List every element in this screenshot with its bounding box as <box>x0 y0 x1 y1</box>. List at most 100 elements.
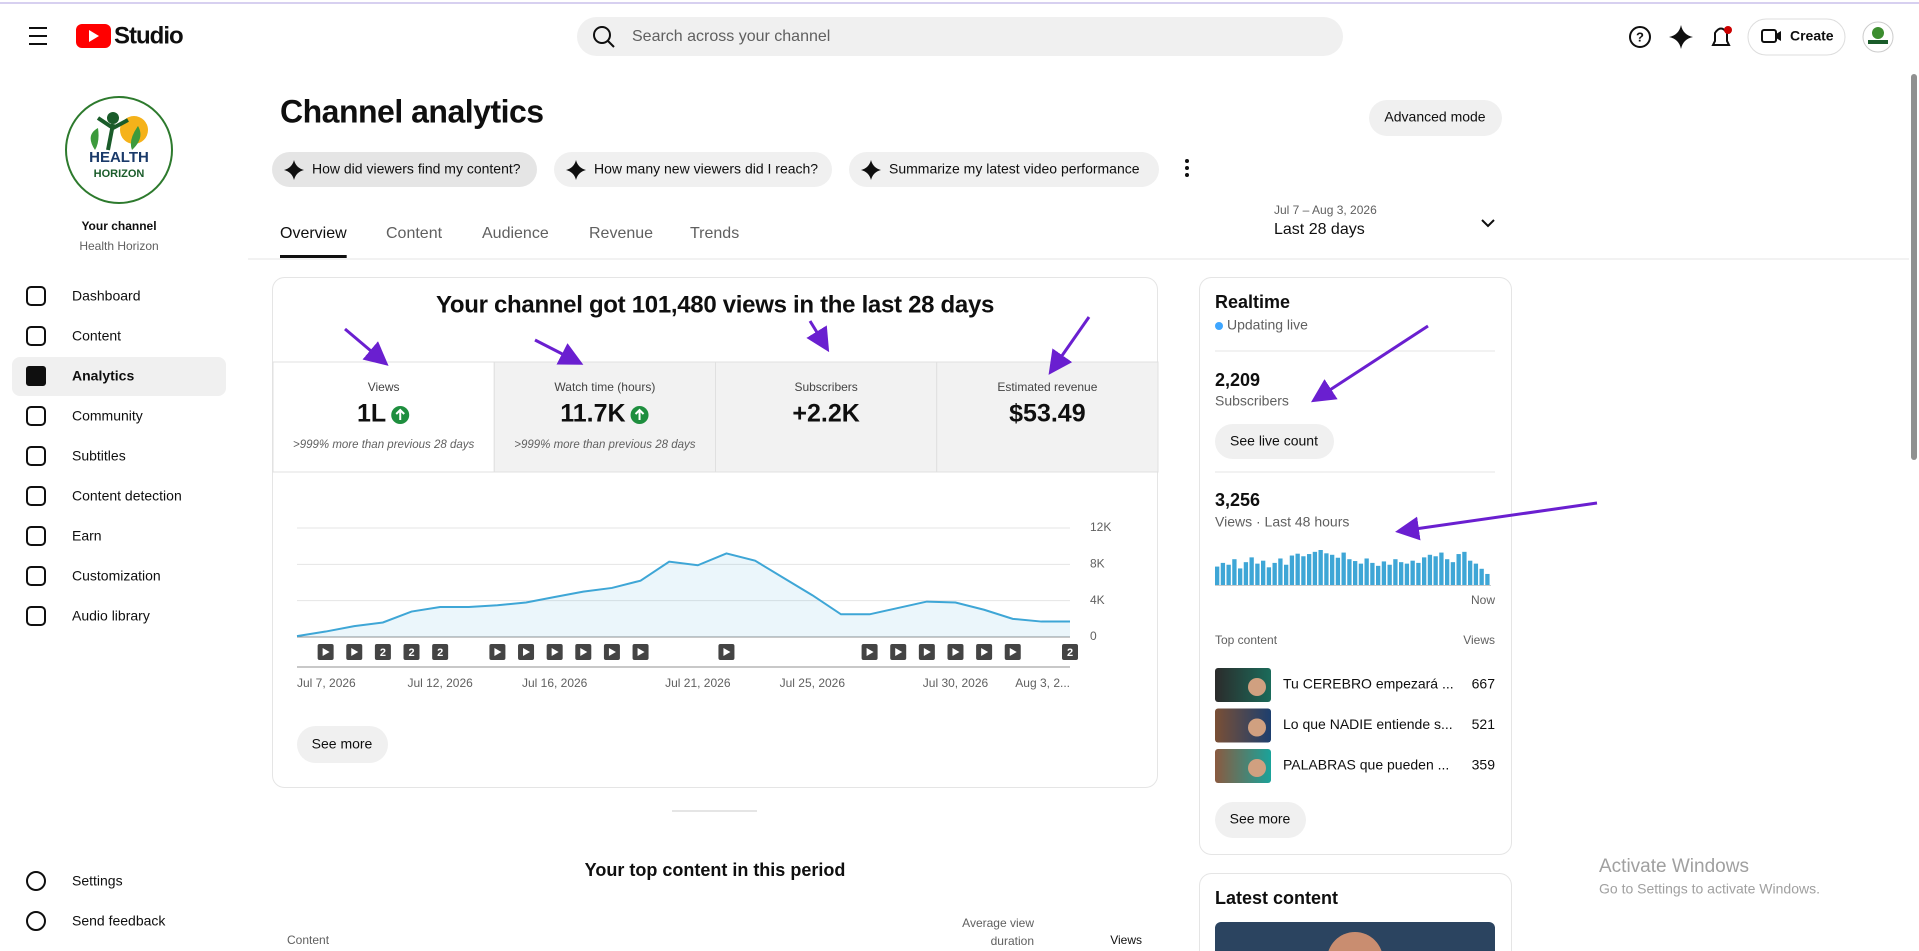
nav-label: Customization <box>72 568 161 584</box>
video-marker[interactable] <box>632 644 649 660</box>
nav-item[interactable]: Dashboard <box>26 286 141 306</box>
channel-name: Health Horizon <box>79 239 158 253</box>
live-count-button[interactable]: See live count <box>1215 424 1334 459</box>
video-marker[interactable] <box>861 644 878 660</box>
video-marker[interactable] <box>575 644 592 660</box>
video-marker[interactable]: 2 <box>1062 644 1078 660</box>
nav-item[interactable]: Community <box>26 406 143 426</box>
button-label: See more <box>1230 811 1291 827</box>
metric-value: $53.49 <box>1009 400 1085 428</box>
tab[interactable]: Trends <box>690 225 739 242</box>
metric-bg <box>493 361 716 473</box>
nav-item[interactable]: Earn <box>26 526 102 546</box>
marker-count: 2 <box>437 647 443 659</box>
metric-value: +2.2K <box>792 400 859 428</box>
see-more-button[interactable]: See more <box>297 726 388 763</box>
date-range: Jul 7 – Aug 3, 2026 <box>1274 203 1377 217</box>
nav-icon <box>26 366 46 386</box>
top-content-row[interactable]: Lo que NADIE entiende s... 521 <box>1215 708 1495 743</box>
metric-tab[interactable]: Views 1L >999% more than previous 28 days <box>272 361 495 473</box>
video-marker[interactable] <box>918 644 935 660</box>
period-dropdown[interactable] <box>1481 219 1495 228</box>
nav-item[interactable]: Settings <box>26 871 123 891</box>
nav-label: Subtitles <box>72 448 126 464</box>
content-title: PALABRAS que pueden ... <box>1283 757 1449 773</box>
create-button[interactable]: Create <box>1747 18 1846 56</box>
video-marker[interactable]: 2 <box>403 644 420 660</box>
nav-item[interactable]: Send feedback <box>26 911 166 931</box>
metric-note: >999% more than previous 28 days <box>514 439 695 451</box>
nav-item[interactable]: Content detection <box>26 486 182 506</box>
metric-value: 11.7K <box>560 400 625 428</box>
notifications-button[interactable] <box>1711 26 1732 46</box>
scrollbar[interactable] <box>1911 74 1917 460</box>
metric-label: Views <box>368 380 400 394</box>
tab[interactable]: Revenue <box>589 225 653 242</box>
realtime-bar <box>1318 550 1323 585</box>
video-marker[interactable] <box>317 644 334 660</box>
x-tick-label: Aug 3, 2... <box>1015 676 1070 690</box>
chip-label: Summarize my latest video performance <box>889 161 1140 177</box>
marker-bg <box>403 644 420 660</box>
nav-item[interactable]: Analytics <box>12 357 226 396</box>
video-marker[interactable] <box>489 644 506 660</box>
realtime-bar <box>1226 564 1231 585</box>
metric-label: Watch time (hours) <box>554 380 655 394</box>
suggestion-chip[interactable]: How did viewers find my content? <box>272 152 537 187</box>
suggestion-chip[interactable]: How many new viewers did I reach? <box>554 152 832 187</box>
nav-label: Analytics <box>72 368 134 384</box>
video-marker[interactable] <box>546 644 563 660</box>
nav-item[interactable]: Audio library <box>26 606 150 626</box>
top-content-row[interactable]: Tu CEREBRO empezará ... 667 <box>1215 668 1495 702</box>
metric-tab[interactable]: Estimated revenue $53.49 <box>936 361 1159 473</box>
video-marker[interactable] <box>976 644 993 660</box>
chip-label: How did viewers find my content? <box>312 161 521 177</box>
help-button[interactable]: ? <box>1629 26 1651 48</box>
nav-label: Audio library <box>72 608 150 624</box>
menu-button[interactable] <box>29 27 47 45</box>
metric-tab[interactable]: Watch time (hours) 11.7K >999% more than p… <box>493 361 716 473</box>
video-marker[interactable] <box>718 644 735 660</box>
tab[interactable]: Audience <box>482 225 549 242</box>
advanced-mode-button[interactable]: Advanced mode <box>1369 100 1502 136</box>
nav-label: Dashboard <box>72 288 141 304</box>
tab[interactable]: Content <box>386 225 443 242</box>
content-title: Tu CEREBRO empezará ... <box>1283 676 1454 692</box>
button-label: See more <box>312 736 373 752</box>
video-marker[interactable] <box>947 644 964 660</box>
suggestion-chip[interactable]: Summarize my latest video performance <box>849 152 1159 187</box>
see-more-button[interactable]: See more <box>1215 802 1306 838</box>
nav-item[interactable]: Content <box>26 326 121 346</box>
gemini-button[interactable] <box>1669 25 1693 49</box>
realtime-bar <box>1295 553 1300 585</box>
search-box[interactable]: Search across your channel <box>577 17 1343 56</box>
top-content-row[interactable]: PALABRAS que pueden ... 359 <box>1215 749 1495 783</box>
tab[interactable]: Overview <box>280 225 347 242</box>
live-status: Updating live <box>1227 317 1308 333</box>
metric-label: Estimated revenue <box>997 380 1097 394</box>
nav-item[interactable]: Customization <box>26 566 161 586</box>
play-icon <box>580 648 588 656</box>
page-title: Channel analytics <box>280 93 544 129</box>
nav-item[interactable]: Subtitles <box>26 446 126 466</box>
nav-icon <box>26 526 46 546</box>
avatar[interactable] <box>1862 21 1894 53</box>
video-marker[interactable] <box>1004 644 1021 660</box>
logo[interactable]: Studio <box>76 22 184 49</box>
realtime-bar <box>1272 562 1277 585</box>
nav-label: Content detection <box>72 488 182 504</box>
video-marker[interactable]: 2 <box>432 644 449 660</box>
realtime-bar <box>1433 556 1438 585</box>
video-marker[interactable]: 2 <box>374 644 391 660</box>
video-marker[interactable] <box>518 644 535 660</box>
realtime-bar <box>1358 563 1364 585</box>
column-header: Views <box>1110 933 1142 947</box>
channel-logo[interactable] <box>65 96 173 204</box>
video-marker[interactable] <box>890 644 907 660</box>
realtime-bar <box>1255 563 1260 585</box>
video-marker[interactable] <box>603 644 620 660</box>
more-button[interactable] <box>1185 159 1189 177</box>
video-marker[interactable] <box>346 644 363 660</box>
realtime-bar <box>1479 568 1484 585</box>
metric-tab[interactable]: Subscribers +2.2K <box>715 361 938 473</box>
